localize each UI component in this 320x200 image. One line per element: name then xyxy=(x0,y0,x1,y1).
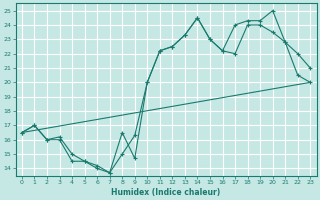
X-axis label: Humidex (Indice chaleur): Humidex (Indice chaleur) xyxy=(111,188,221,197)
